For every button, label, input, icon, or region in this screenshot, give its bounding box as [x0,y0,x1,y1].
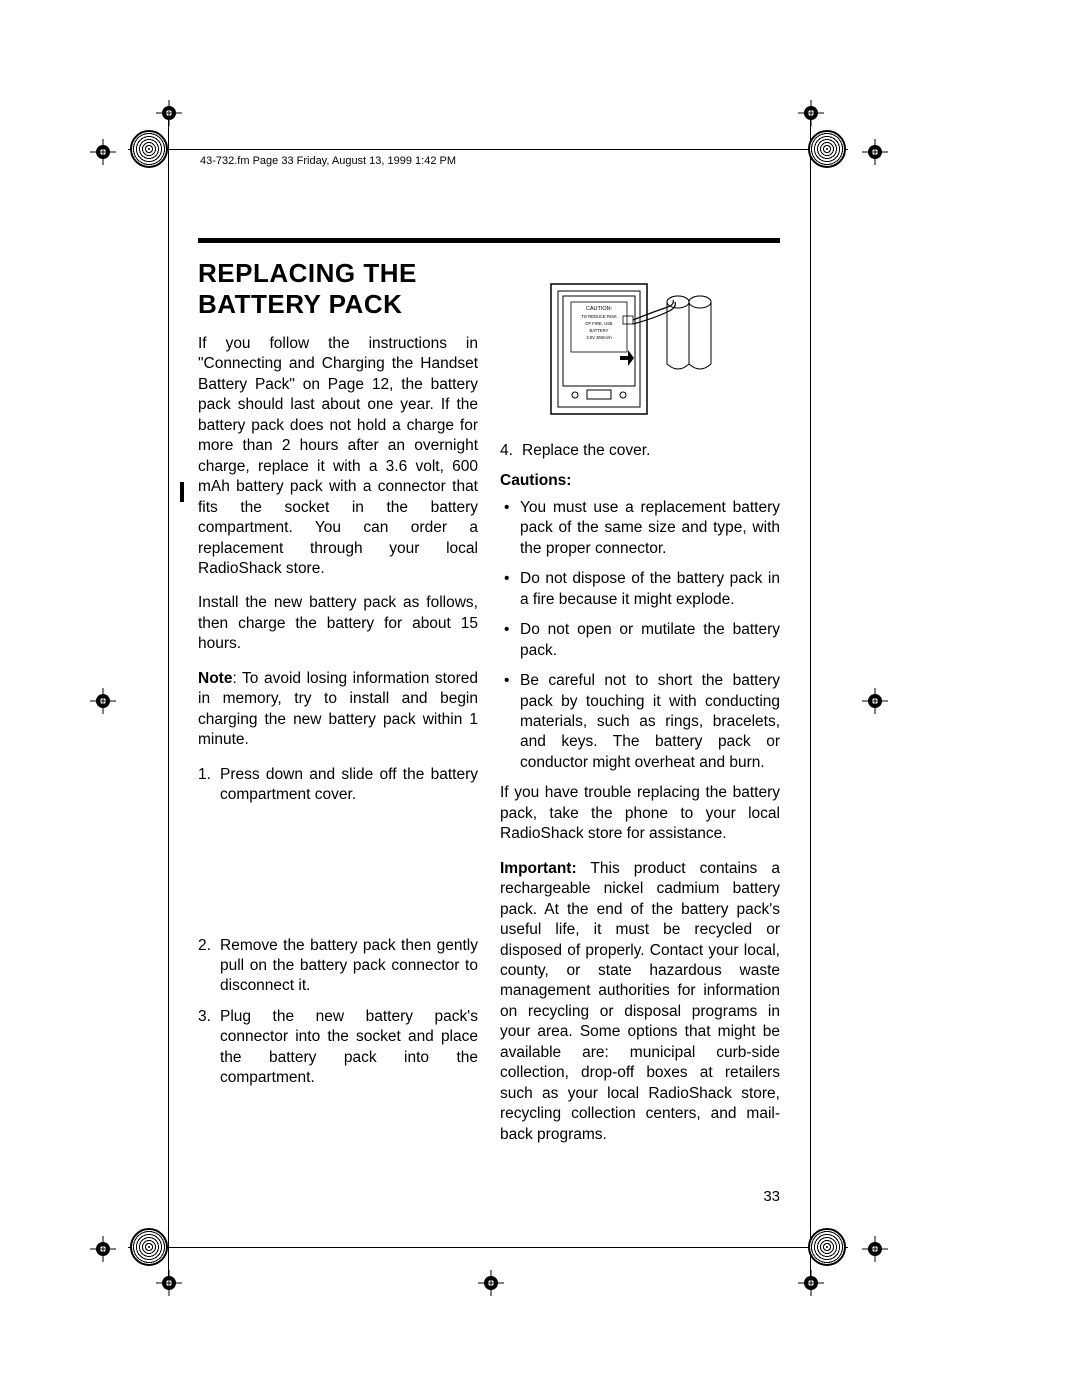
cautions-list: • You must use a replacement battery pac… [500,498,780,773]
trouble-paragraph: If you have trouble replacing the batter… [500,783,780,844]
svg-text:3.6V 360mAh: 3.6V 360mAh [586,335,612,340]
diagram-caution-label: CAUTION: [586,306,613,312]
target-icon [862,139,888,165]
target-icon [156,100,182,126]
registration-mark-icon [130,1228,168,1266]
page-number: 33 [763,1188,780,1205]
crop-line [810,110,811,1285]
note-text: : To avoid losing information stored in … [198,670,478,748]
caution-text: Do not dispose of the battery pack in a … [520,569,780,610]
cautions-heading: Cautions: [500,471,780,491]
target-icon [798,1270,824,1296]
bullet-icon: • [500,569,520,610]
target-icon [862,1236,888,1262]
section-heading: REPLACING THE BATTERY PACK [198,258,417,319]
registration-mark-icon [808,1228,846,1266]
important-text: This product contains a rechargeable nic… [500,860,780,1143]
step-number: 2. [198,936,220,997]
registration-mark-icon [808,130,846,168]
heading-line-2: BATTERY PACK [198,289,417,320]
steps-list-cont: 4. Replace the cover. [500,441,780,461]
target-icon [798,100,824,126]
target-icon [90,1236,116,1262]
target-icon [478,1270,504,1296]
svg-text:BATTERY: BATTERY [590,328,609,333]
important-label: Important: [500,860,577,877]
caution-item: • You must use a replacement battery pac… [500,498,780,559]
page: 43-732.fm Page 33 Friday, August 13, 199… [0,0,1080,1397]
figure-placeholder [198,816,478,936]
bullet-icon: • [500,498,520,559]
change-bar [180,482,184,502]
registration-mark-icon [130,130,168,168]
step-item: 4. Replace the cover. [500,441,780,461]
steps-list: 1. Press down and slide off the battery … [198,765,478,1089]
step-item: 1. Press down and slide off the battery … [198,765,478,806]
intro-paragraph: If you follow the instructions in "Conne… [198,334,478,579]
caution-text: Be careful not to short the battery pack… [520,671,780,773]
step-text: Plug the new battery pack's connector in… [220,1007,478,1089]
caution-item: • Be careful not to short the battery pa… [500,671,780,773]
target-icon [90,688,116,714]
caution-item: • Do not dispose of the battery pack in … [500,569,780,610]
step-text: Replace the cover. [522,441,780,461]
install-paragraph: Install the new battery pack as follows,… [198,593,478,654]
header-running-line: 43-732.fm Page 33 Friday, August 13, 199… [200,155,456,167]
step-text: Remove the battery pack then gently pull… [220,936,478,997]
step-item: 2. Remove the battery pack then gently p… [198,936,478,997]
battery-diagram: CAUTION: TO REDUCE RISK OF FIRE, USE BAT… [545,278,735,423]
left-column: If you follow the instructions in "Conne… [198,334,478,1099]
step-item: 3. Plug the new battery pack's connector… [198,1007,478,1089]
note-paragraph: Note: To avoid losing information stored… [198,669,478,751]
step-number: 4. [500,441,522,461]
target-icon [90,139,116,165]
step-number: 3. [198,1007,220,1089]
right-column: CAUTION: TO REDUCE RISK OF FIRE, USE BAT… [500,278,780,1159]
bullet-icon: • [500,671,520,773]
section-rule [198,238,780,243]
bullet-icon: • [500,620,520,661]
crop-line [128,1247,848,1248]
crop-line [168,110,169,1285]
svg-text:TO REDUCE RISK: TO REDUCE RISK [581,314,617,319]
note-label: Note [198,670,232,687]
step-number: 1. [198,765,220,806]
caution-item: • Do not open or mutilate the battery pa… [500,620,780,661]
target-icon [862,688,888,714]
important-paragraph: Important: This product contains a recha… [500,859,780,1145]
caution-text: Do not open or mutilate the battery pack… [520,620,780,661]
svg-text:OF FIRE, USE: OF FIRE, USE [585,321,613,326]
caution-text: You must use a replacement battery pack … [520,498,780,559]
crop-line [128,149,848,150]
step-text: Press down and slide off the battery com… [220,765,478,806]
target-icon [156,1270,182,1296]
heading-line-1: REPLACING THE [198,258,417,289]
